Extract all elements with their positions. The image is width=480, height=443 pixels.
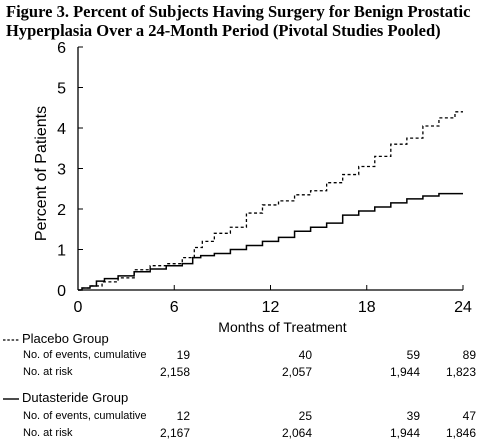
- y-tick-label-4: 4: [57, 121, 66, 138]
- x-tick-label-18: 18: [358, 299, 376, 316]
- figure-title-line-1: Figure 3. Percent of Subjects Having Sur…: [6, 2, 471, 21]
- y-tick-label-1: 1: [57, 243, 66, 260]
- dutasteride-risk-12: 2,064: [281, 426, 312, 440]
- x-tick-label-6: 6: [170, 299, 179, 316]
- dutasteride-events-18: 39: [406, 409, 420, 423]
- y-tick-label-5: 5: [57, 81, 66, 98]
- dutasteride-risk-label: No. at risk: [23, 427, 73, 439]
- placebo-risk-0: 2,158: [159, 365, 190, 379]
- placebo-events-label: No. of events, cumulative: [23, 349, 147, 361]
- placebo-events-24: 89: [462, 348, 476, 362]
- y-tick-label-2: 2: [57, 202, 66, 219]
- placebo-series-line: [78, 111, 463, 291]
- placebo-legend-line: [3, 339, 19, 341]
- x-tick-label-0: 0: [74, 299, 83, 316]
- dutasteride-legend-line: [3, 398, 19, 400]
- dutasteride-events-12: 25: [298, 409, 312, 423]
- y-tick-label-3: 3: [57, 162, 66, 179]
- y-tick-label-0: 0: [57, 283, 66, 300]
- figure-title: Figure 3. Percent of Subjects Having Sur…: [6, 2, 476, 40]
- dutasteride-series-line: [78, 192, 463, 291]
- placebo-events-18: 59: [406, 348, 420, 362]
- placebo-events-0: 19: [176, 348, 190, 362]
- y-axis-label: Percent of Patients: [33, 106, 50, 241]
- x-axis-label: Months of Treatment: [218, 319, 347, 335]
- y-tick-label-6: 6: [57, 40, 66, 57]
- dutasteride-risk-0: 2,167: [159, 426, 190, 440]
- dutasteride-events-0: 12: [176, 409, 190, 423]
- x-tick-label-12: 12: [262, 299, 280, 316]
- dutasteride-events-24: 47: [462, 409, 476, 423]
- figure-title-line-2: Hyperplasia Over a 24-Month Period (Pivo…: [6, 21, 441, 40]
- placebo-risk-label: No. at risk: [23, 366, 73, 378]
- dutasteride-risk-18: 1,944: [389, 426, 420, 440]
- placebo-group-label: Placebo Group: [22, 331, 109, 346]
- dutasteride-group-label: Dutasteride Group: [22, 390, 129, 405]
- placebo-risk-12: 2,057: [281, 365, 312, 379]
- dutasteride-risk-24: 1,846: [445, 426, 476, 440]
- placebo-risk-18: 1,944: [389, 365, 420, 379]
- placebo-risk-24: 1,823: [445, 365, 476, 379]
- placebo-events-12: 40: [298, 348, 312, 362]
- dutasteride-events-label: No. of events, cumulative: [23, 410, 147, 422]
- x-tick-label-24: 24: [454, 299, 472, 316]
